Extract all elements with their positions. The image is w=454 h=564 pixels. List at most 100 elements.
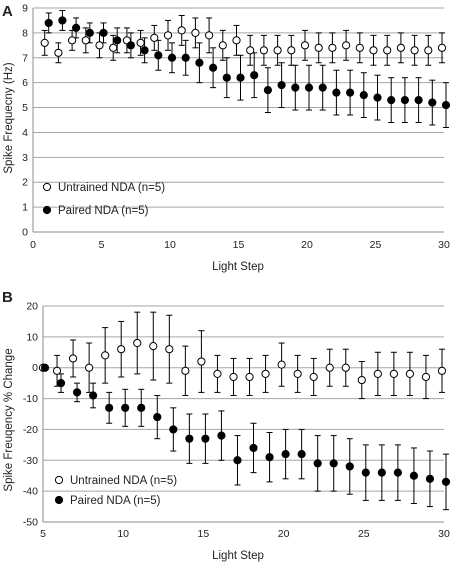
panel-a-legend: Untrained NDA (n=5) Paired NDA (n=5) <box>42 182 165 217</box>
paired-data-point <box>40 363 50 372</box>
x-tick-label: 25 <box>370 239 382 251</box>
untrained-data-point <box>177 26 186 35</box>
panel-a-x-axis-label: Light Step <box>212 261 264 273</box>
x-tick-label: 5 <box>40 528 46 540</box>
paired-data-point <box>400 95 409 105</box>
paired-data-point <box>393 468 402 477</box>
panel-a-tick-labels: 0 1 2 3 4 5 6 7 8 9 0 5 10 15 20 25 30 <box>22 3 450 252</box>
untrained-data-point <box>410 46 419 55</box>
paired-data-point <box>113 36 122 45</box>
y-tick-label: 6 <box>22 77 28 89</box>
untrained-data-point <box>246 46 255 55</box>
paired-data-point <box>441 100 451 110</box>
panel-b-tick-labels: -50 -40 -30 -20 -10 0 10 20 5 10 15 20 25 30 <box>23 301 450 541</box>
paired-data-point <box>72 388 82 397</box>
untrained-data-point <box>85 363 94 372</box>
x-tick-label: 10 <box>164 239 176 251</box>
untrained-data-point <box>213 369 222 378</box>
y-tick-label: 1 <box>22 202 28 214</box>
paired-data-point <box>222 73 231 82</box>
paired-data-point <box>56 379 66 388</box>
x-tick-label: 10 <box>117 528 129 540</box>
x-tick-label: 20 <box>301 239 313 251</box>
untrained-data-point <box>273 46 282 55</box>
untrained-data-point <box>218 41 227 50</box>
legend-label-untrained: Untrained NDA (n=5) <box>70 475 177 487</box>
paired-data-point <box>263 86 272 95</box>
untrained-data-point <box>287 46 296 55</box>
paired-data-point <box>441 477 451 486</box>
panel-b-y-axis-label: Spike Freuqency % Change <box>3 348 15 491</box>
x-tick-label: 15 <box>198 528 210 540</box>
untrained-data-point <box>197 357 206 366</box>
paired-data-point <box>137 403 146 412</box>
panel-b-grid <box>43 305 444 523</box>
untrained-data-point <box>232 36 241 45</box>
paired-data-point <box>167 53 177 62</box>
untrained-data-point <box>40 38 49 47</box>
paired-data-point <box>425 474 435 483</box>
untrained-data-point <box>357 375 366 385</box>
untrained-data-point <box>325 363 334 372</box>
paired-data-point <box>373 93 382 102</box>
untrained-data-point <box>437 43 447 52</box>
paired-data-point <box>44 18 53 28</box>
paired-data-point <box>58 16 67 25</box>
untrained-data-point <box>109 43 118 52</box>
x-tick-label: 25 <box>358 528 370 540</box>
paired-data-point <box>387 95 396 105</box>
paired-data-point <box>265 453 274 462</box>
untrained-data-point <box>191 28 200 37</box>
y-tick-label: 0 <box>22 227 28 239</box>
paired-data-point <box>377 468 386 477</box>
y-tick-label: 2 <box>22 177 28 189</box>
y-tick-label: 10 <box>26 331 38 343</box>
untrained-data-point <box>68 36 77 45</box>
legend-label-untrained: Untrained NDA (n=5) <box>58 182 165 194</box>
y-tick-label: 7 <box>22 52 28 64</box>
legend-label-paired: Paired NDA (n=5) <box>70 495 161 507</box>
paired-data-point <box>89 391 98 400</box>
x-tick-label: 5 <box>99 239 105 251</box>
panel-b-x-axis-label: Light Step <box>212 550 264 562</box>
untrained-data-point <box>259 46 268 55</box>
untrained-data-point <box>396 43 405 52</box>
paired-data-point <box>281 450 290 459</box>
panel-a-label: A <box>2 3 13 20</box>
y-tick-label: -10 <box>23 393 38 405</box>
untrained-data-point <box>389 369 398 378</box>
panel-b-data-marks <box>38 311 451 511</box>
x-tick-label: 20 <box>278 528 290 540</box>
untrained-data-point <box>229 372 238 382</box>
panel-b-label: B <box>2 289 13 306</box>
paired-data-point <box>329 459 338 468</box>
paired-data-point <box>201 434 210 443</box>
paired-data-point <box>169 425 178 434</box>
x-tick-label: 30 <box>438 239 450 251</box>
paired-data-point <box>181 53 190 62</box>
untrained-data-point <box>163 31 173 40</box>
untrained-data-point <box>117 345 126 354</box>
paired-data-point <box>428 98 437 107</box>
paired-data-point <box>126 41 135 50</box>
paired-data-point <box>414 95 423 105</box>
paired-data-point <box>236 73 245 82</box>
y-tick-label: 8 <box>22 27 28 39</box>
untrained-data-point <box>314 43 323 52</box>
panel-a: A Spike Frequecny (Hz) Light Step 0 1 2 3 4 5… <box>2 3 451 273</box>
paired-data-point <box>105 403 114 412</box>
paired-data-point <box>209 63 218 72</box>
y-tick-label: -50 <box>23 517 38 529</box>
paired-data-point <box>195 58 204 67</box>
untrained-data-point <box>54 48 63 57</box>
y-tick-label: -20 <box>23 424 38 436</box>
untrained-data-point <box>373 369 382 378</box>
untrained-data-point <box>136 38 145 47</box>
untrained-data-point <box>405 369 415 378</box>
y-tick-label: 3 <box>22 152 28 164</box>
panel-b: B Spike Freuqency % Change Light Step -5… <box>2 289 451 562</box>
paired-data-point <box>332 88 341 97</box>
paired-data-point <box>85 28 94 37</box>
untrained-data-point <box>133 338 142 348</box>
untrained-data-point <box>424 46 433 55</box>
